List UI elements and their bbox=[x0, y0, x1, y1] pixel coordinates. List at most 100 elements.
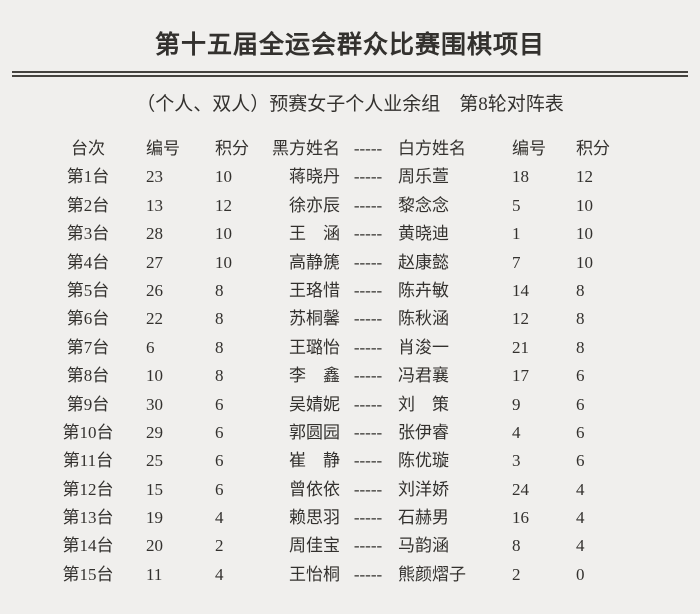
table-row: 第6台 22 8 苏桐馨 ----- 陈秋涵 12 8 bbox=[50, 305, 700, 333]
black-number-cell: 11 bbox=[146, 564, 163, 584]
black-number-cell: 20 bbox=[146, 536, 163, 556]
black-number-cell: 22 bbox=[146, 309, 163, 329]
white-score-cell: 12 bbox=[576, 167, 593, 187]
black-number-cell: 6 bbox=[146, 337, 155, 357]
white-name-cell: 冯君襄 bbox=[398, 366, 449, 386]
black-name-cell: 苏桐馨 bbox=[289, 309, 340, 329]
white-name-cell: 黎念念 bbox=[398, 195, 449, 215]
white-number-cell: 16 bbox=[512, 508, 529, 528]
white-number-cell: 12 bbox=[512, 309, 529, 329]
white-name-cell: 陈优璇 bbox=[398, 451, 449, 471]
header-black-number: 编号 bbox=[146, 139, 180, 158]
table-row: 第4台 27 10 高静篪 ----- 赵康懿 7 10 bbox=[50, 249, 700, 277]
white-name-cell: 陈秋涵 bbox=[398, 309, 449, 329]
table-row: 第8台 10 8 李 鑫 ----- 冯君襄 17 6 bbox=[50, 362, 700, 390]
black-number-cell: 19 bbox=[146, 508, 163, 528]
black-number-cell: 13 bbox=[146, 195, 163, 215]
white-score-cell: 4 bbox=[576, 508, 585, 528]
white-number-cell: 4 bbox=[512, 422, 521, 442]
separator-dashes: ----- bbox=[353, 422, 383, 442]
black-name-cell: 王怡桐 bbox=[289, 564, 340, 584]
black-name-cell: 吴婧妮 bbox=[289, 394, 340, 414]
table-row: 第11台 25 6 崔 静 ----- 陈优璇 3 6 bbox=[50, 447, 700, 475]
white-name-cell: 肖浚一 bbox=[398, 337, 449, 357]
separator-dashes: ----- bbox=[353, 564, 383, 584]
table-header-row: 台次 编号 积分 黑方姓名 ----- 白方姓名 编号 积分 bbox=[50, 135, 700, 163]
white-number-cell: 1 bbox=[512, 224, 521, 244]
white-name-cell: 陈卉敏 bbox=[398, 280, 449, 300]
board-cell: 第4台 bbox=[66, 252, 110, 272]
white-score-cell: 0 bbox=[576, 564, 585, 584]
table-body: 第1台 23 10 蒋晓丹 ----- 周乐萱 18 12 第2台 13 12 徐亦辰 ----- 黎念念… bbox=[50, 163, 700, 589]
white-name-cell: 周乐萱 bbox=[398, 167, 449, 187]
white-name-cell: 刘洋娇 bbox=[398, 479, 449, 499]
separator-dashes: ----- bbox=[353, 337, 383, 357]
header-white-name: 白方姓名 bbox=[398, 139, 466, 158]
table-row: 第3台 28 10 王 涵 ----- 黄晓迪 1 10 bbox=[50, 220, 700, 248]
board-cell: 第6台 bbox=[66, 309, 110, 329]
white-number-cell: 18 bbox=[512, 167, 529, 187]
white-score-cell: 6 bbox=[576, 366, 585, 386]
white-score-cell: 10 bbox=[576, 224, 593, 244]
separator-dashes: ----- bbox=[353, 479, 383, 499]
white-score-cell: 10 bbox=[576, 252, 593, 272]
black-number-cell: 25 bbox=[146, 451, 163, 471]
white-name-cell: 马韵涵 bbox=[398, 536, 449, 556]
black-number-cell: 30 bbox=[146, 394, 163, 414]
white-score-cell: 8 bbox=[576, 337, 585, 357]
title-divider bbox=[12, 71, 688, 77]
table-row: 第7台 6 8 王璐怡 ----- 肖浚一 21 8 bbox=[50, 334, 700, 362]
white-number-cell: 2 bbox=[512, 564, 521, 584]
black-score-cell: 10 bbox=[215, 252, 232, 272]
white-name-cell: 刘 策 bbox=[398, 394, 449, 414]
board-cell: 第15台 bbox=[62, 564, 114, 584]
black-name-cell: 王 涵 bbox=[289, 224, 340, 244]
black-score-cell: 8 bbox=[215, 337, 224, 357]
black-name-cell: 高静篪 bbox=[289, 252, 340, 272]
black-number-cell: 26 bbox=[146, 280, 163, 300]
separator-dashes: ----- bbox=[353, 508, 383, 528]
white-name-cell: 石赫男 bbox=[398, 508, 449, 528]
black-number-cell: 29 bbox=[146, 422, 163, 442]
table-row: 第1台 23 10 蒋晓丹 ----- 周乐萱 18 12 bbox=[50, 163, 700, 191]
black-score-cell: 8 bbox=[215, 366, 224, 386]
black-name-cell: 徐亦辰 bbox=[289, 195, 340, 215]
white-number-cell: 14 bbox=[512, 280, 529, 300]
header-separator: ----- bbox=[353, 139, 383, 158]
table-row: 第2台 13 12 徐亦辰 ----- 黎念念 5 10 bbox=[50, 192, 700, 220]
black-name-cell: 王珞惜 bbox=[289, 280, 340, 300]
white-number-cell: 9 bbox=[512, 394, 521, 414]
separator-dashes: ----- bbox=[353, 167, 383, 187]
black-score-cell: 2 bbox=[215, 536, 224, 556]
table-row: 第5台 26 8 王珞惜 ----- 陈卉敏 14 8 bbox=[50, 277, 700, 305]
table-row: 第12台 15 6 曾依依 ----- 刘洋娇 24 4 bbox=[50, 476, 700, 504]
separator-dashes: ----- bbox=[353, 309, 383, 329]
black-score-cell: 4 bbox=[215, 508, 224, 528]
white-number-cell: 7 bbox=[512, 252, 521, 272]
white-score-cell: 6 bbox=[576, 394, 585, 414]
separator-dashes: ----- bbox=[353, 224, 383, 244]
header-white-number: 编号 bbox=[512, 139, 546, 158]
black-number-cell: 15 bbox=[146, 479, 163, 499]
black-name-cell: 赖思羽 bbox=[289, 508, 340, 528]
table-row: 第14台 20 2 周佳宝 ----- 马韵涵 8 4 bbox=[50, 532, 700, 560]
black-score-cell: 10 bbox=[215, 224, 232, 244]
page-title: 第十五届全运会群众比赛围棋项目 bbox=[154, 32, 545, 59]
white-name-cell: 张伊睿 bbox=[398, 422, 449, 442]
black-score-cell: 8 bbox=[215, 309, 224, 329]
white-number-cell: 21 bbox=[512, 337, 529, 357]
table-row: 第13台 19 4 赖思羽 ----- 石赫男 16 4 bbox=[50, 504, 700, 532]
black-name-cell: 曾依依 bbox=[289, 479, 340, 499]
black-name-cell: 周佳宝 bbox=[289, 536, 340, 556]
separator-dashes: ----- bbox=[353, 280, 383, 300]
white-score-cell: 8 bbox=[576, 309, 585, 329]
separator-dashes: ----- bbox=[353, 536, 383, 556]
black-score-cell: 6 bbox=[215, 479, 224, 499]
white-name-cell: 赵康懿 bbox=[398, 252, 449, 272]
board-cell: 第10台 bbox=[62, 422, 114, 442]
black-score-cell: 4 bbox=[215, 564, 224, 584]
pairing-table: 台次 编号 积分 黑方姓名 ----- 白方姓名 编号 积分 第1台 23 10 蒋晓… bbox=[0, 135, 700, 589]
white-name-cell: 熊颜熠子 bbox=[398, 564, 466, 584]
black-name-cell: 崔 静 bbox=[289, 451, 340, 471]
